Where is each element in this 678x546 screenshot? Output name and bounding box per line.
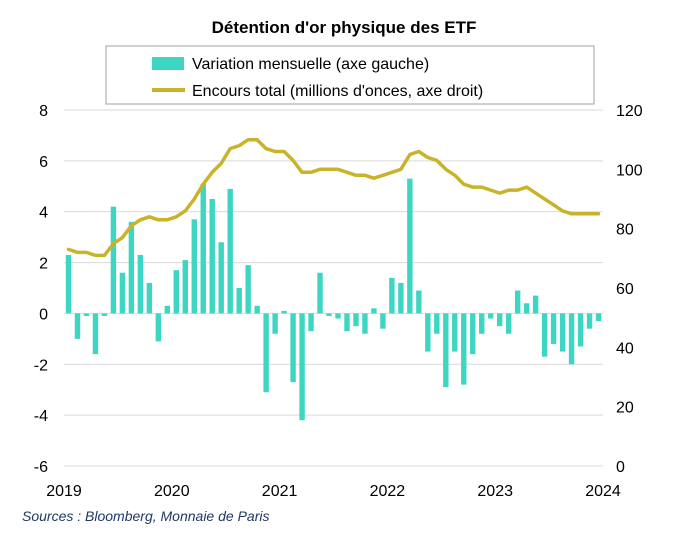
- left-axis-tick-label: 8: [39, 103, 48, 120]
- x-axis-tick-label: 2020: [154, 483, 190, 500]
- x-axis-tick-label: 2023: [477, 483, 513, 500]
- bar: [245, 265, 251, 314]
- bar: [236, 288, 242, 314]
- right-axis-tick-label: 0: [616, 459, 625, 476]
- right-axis-tick-label: 120: [616, 103, 643, 120]
- left-axis-tick-label: 6: [39, 154, 48, 171]
- right-axis-tick-label: 60: [616, 281, 634, 298]
- right-axis-tick-label: 40: [616, 340, 634, 357]
- bar: [209, 199, 215, 314]
- bar: [308, 313, 314, 332]
- bar: [407, 178, 413, 314]
- bar: [101, 313, 108, 316]
- right-axis-tick-label: 20: [616, 400, 634, 417]
- left-axis-tick-label: -2: [34, 357, 48, 374]
- bar: [218, 242, 224, 314]
- bar: [362, 313, 368, 334]
- bar: [254, 305, 260, 314]
- bar: [317, 272, 323, 314]
- bar: [479, 313, 485, 334]
- bar: [434, 313, 440, 334]
- x-axis-tick-label: 2019: [46, 483, 82, 500]
- bar: [83, 313, 90, 316]
- gridlines: [64, 109, 603, 467]
- bar: [443, 313, 449, 388]
- bar: [389, 277, 395, 314]
- left-axis-tick-label: 4: [39, 205, 48, 222]
- source-note: Sources : Bloomberg, Monnaie de Paris: [22, 508, 269, 524]
- bar: [425, 313, 431, 352]
- bar: [568, 313, 575, 365]
- bar: [353, 313, 359, 327]
- total-holdings-line: [66, 137, 601, 258]
- x-axis-tick-label: 2022: [370, 483, 406, 500]
- bar: [128, 221, 135, 314]
- bar: [326, 313, 332, 316]
- bar: [550, 313, 557, 344]
- bar: [488, 313, 494, 319]
- bar: [461, 313, 467, 385]
- legend-label-bar: Variation mensuelle (axe gauche): [192, 56, 429, 73]
- bar: [416, 290, 422, 314]
- bar: [164, 305, 171, 314]
- bar: [595, 313, 602, 322]
- bar: [523, 303, 530, 314]
- left-axis-tick-label: 2: [39, 256, 48, 273]
- bar: [299, 313, 305, 421]
- legend-box: [105, 45, 595, 105]
- bar: [380, 313, 386, 329]
- bar: [398, 282, 404, 314]
- bar: [191, 219, 197, 314]
- bar-series: [65, 178, 602, 421]
- left-axis-tick-label: -4: [34, 408, 48, 425]
- bar: [155, 313, 162, 342]
- line-series: [66, 137, 601, 258]
- bar: [119, 272, 126, 314]
- x-axis-tick-label: 2021: [262, 483, 298, 500]
- bar: [137, 254, 144, 314]
- bar: [335, 313, 341, 319]
- legend: Variation mensuelle (axe gauche) Encours…: [105, 45, 595, 105]
- bar: [514, 290, 521, 314]
- bar: [74, 313, 81, 339]
- bar: [290, 313, 296, 383]
- right-axis-tick-label: 100: [616, 162, 643, 179]
- bar: [505, 313, 512, 334]
- bar: [263, 313, 269, 393]
- left-axis-tick-label: -6: [34, 459, 48, 476]
- legend-swatch-bar: [152, 57, 184, 70]
- right-axis-tick-label: 80: [616, 222, 634, 239]
- bar: [182, 260, 188, 314]
- x-axis-tick-label: 2024: [585, 483, 621, 500]
- bar: [281, 310, 287, 314]
- bar: [452, 313, 458, 352]
- bar: [272, 313, 278, 334]
- bar: [110, 206, 117, 314]
- bar: [496, 313, 503, 327]
- bar: [532, 295, 539, 314]
- bar: [559, 313, 566, 352]
- bar: [470, 313, 476, 355]
- legend-label-line: Encours total (millions d'onces, axe dro…: [192, 83, 483, 100]
- x-axis-ticks: 2019 2020 2021 2022 2023 2024: [46, 483, 621, 500]
- bar: [577, 313, 584, 347]
- right-axis-ticks: 0 20 40 60 80 100 120: [616, 103, 643, 476]
- left-axis-tick-label: 0: [39, 306, 48, 323]
- bar: [92, 313, 99, 355]
- bar: [65, 254, 72, 314]
- bar: [173, 270, 179, 314]
- bar: [541, 313, 548, 357]
- bar: [227, 188, 233, 314]
- bar: [371, 308, 377, 314]
- bar: [586, 313, 593, 329]
- bar: [200, 183, 206, 314]
- bar: [146, 282, 153, 314]
- chart-title: Détention d'or physique des ETF: [212, 18, 477, 37]
- left-axis-ticks: -6 -4 -2 0 2 4 6 8: [34, 103, 48, 476]
- bar: [344, 313, 350, 332]
